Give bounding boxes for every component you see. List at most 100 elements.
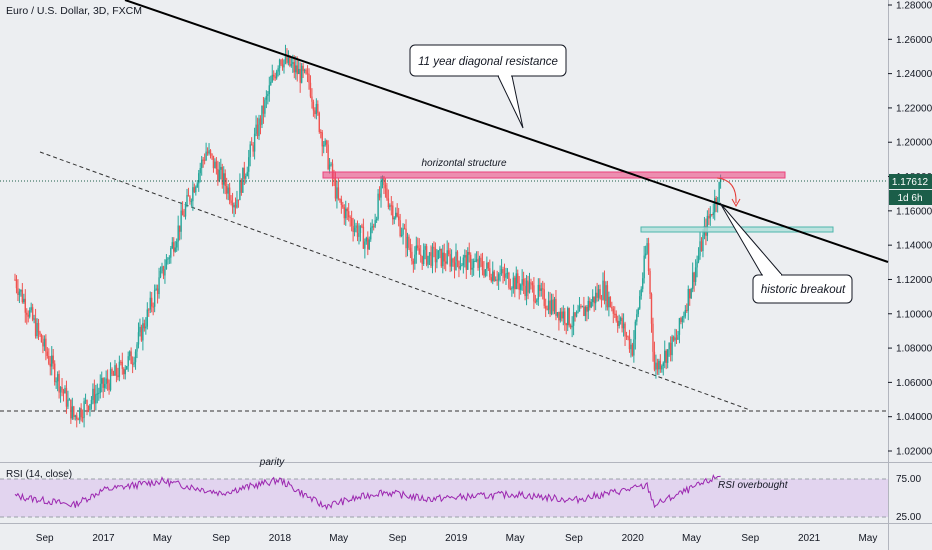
candle-body xyxy=(503,273,506,278)
candle-body xyxy=(611,306,613,309)
candle-body xyxy=(609,296,612,307)
candle-body xyxy=(490,277,492,282)
candle-body xyxy=(384,184,387,189)
countdown-tag xyxy=(889,190,932,205)
candle-body xyxy=(439,248,441,251)
candle-body xyxy=(400,234,403,237)
candle-body xyxy=(619,317,622,321)
candle-body xyxy=(324,140,326,146)
candle-body xyxy=(699,241,701,256)
candle-body xyxy=(465,255,467,270)
candle-body xyxy=(468,251,470,255)
candle-body xyxy=(264,99,266,114)
candle-body xyxy=(99,383,101,393)
candle-body xyxy=(489,268,491,278)
candle-body xyxy=(131,363,134,365)
candle-body xyxy=(665,350,667,363)
candle-body xyxy=(478,257,481,268)
candle-body xyxy=(362,226,365,249)
candle-body xyxy=(464,255,466,258)
candle-body xyxy=(569,325,572,328)
candle-body xyxy=(346,208,348,212)
candle-body xyxy=(176,241,178,248)
candle-body xyxy=(168,257,171,259)
candle-body xyxy=(715,197,717,205)
candle-body xyxy=(42,342,44,347)
candle-body xyxy=(678,318,681,335)
candle-body xyxy=(345,208,347,219)
candle-body xyxy=(615,313,617,321)
candle-body xyxy=(149,297,151,310)
candle-body xyxy=(671,336,673,356)
candle-body xyxy=(499,273,501,275)
candle-body xyxy=(409,247,412,252)
candle-body xyxy=(289,55,291,66)
candle-body xyxy=(364,241,366,249)
candle-body xyxy=(687,289,689,311)
candle-body xyxy=(223,173,225,185)
candle-body xyxy=(281,64,284,68)
candle-body xyxy=(475,259,478,261)
candle-body xyxy=(405,228,407,249)
candle-body xyxy=(58,374,60,393)
candle-body xyxy=(577,311,579,313)
price-tick-label: 1.22000 xyxy=(896,103,932,114)
candle-body xyxy=(652,323,654,352)
candle-body xyxy=(161,266,163,271)
candle-body xyxy=(130,351,132,364)
candle-body xyxy=(233,204,235,208)
candle-body xyxy=(561,311,563,319)
candle-body xyxy=(431,246,434,266)
candle-body xyxy=(350,218,353,226)
candle-body xyxy=(315,103,318,115)
candle-body xyxy=(417,245,419,249)
candle-body xyxy=(220,166,222,170)
candle-body xyxy=(195,186,197,193)
time-label: May xyxy=(153,533,172,544)
candle-body xyxy=(443,252,445,262)
candle-body xyxy=(647,243,650,272)
candle-body xyxy=(140,326,143,341)
candle-body xyxy=(67,399,69,407)
candle-body xyxy=(40,334,43,343)
candle-body xyxy=(637,308,639,315)
candle-body xyxy=(675,337,678,340)
candle-body xyxy=(27,314,29,317)
candle-body xyxy=(552,299,554,312)
candle-body xyxy=(196,183,198,187)
candle-body xyxy=(81,417,84,419)
candle-body xyxy=(462,257,465,266)
candle-body xyxy=(36,323,38,337)
candle-body xyxy=(101,378,103,384)
countdown-tag-text: 1d 6h xyxy=(897,193,922,204)
current-price-tag-text: 1.17612 xyxy=(892,177,929,188)
candle-body xyxy=(126,366,128,370)
candle-body xyxy=(248,157,250,172)
candle-body xyxy=(559,311,562,321)
candle-body xyxy=(224,173,226,187)
candle-body xyxy=(177,225,179,242)
candle-body xyxy=(714,197,716,213)
candle-body xyxy=(134,351,137,363)
price-tick-label: 1.26000 xyxy=(896,35,932,46)
rsi-line xyxy=(14,473,721,511)
candle-body xyxy=(486,262,488,270)
candle-body xyxy=(420,254,422,256)
candle-body xyxy=(544,305,547,309)
candle-body xyxy=(237,199,240,201)
candle-body xyxy=(418,248,420,255)
candle-body xyxy=(684,309,687,317)
candle-body xyxy=(505,273,507,278)
candle-body xyxy=(181,210,184,216)
candle-body xyxy=(337,187,340,199)
candle-body xyxy=(512,277,515,289)
candle-body xyxy=(273,74,275,77)
candle-body xyxy=(305,69,307,74)
candle-body xyxy=(200,159,203,169)
candle-body xyxy=(456,251,459,262)
price-tick-label: 1.14000 xyxy=(896,241,932,252)
candle-body xyxy=(590,301,592,308)
candle-body xyxy=(509,287,512,289)
price-tick-label: 1.12000 xyxy=(896,275,932,286)
